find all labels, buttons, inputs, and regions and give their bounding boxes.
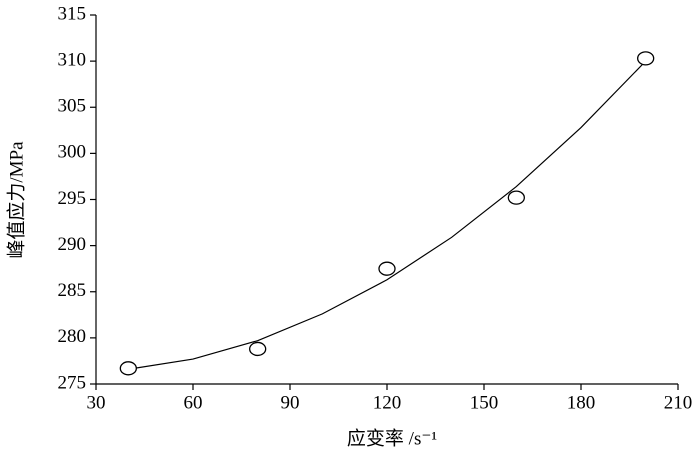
data-point — [378, 261, 396, 276]
y-tick-label: 295 — [58, 188, 87, 209]
y-tick-label: 280 — [58, 326, 87, 347]
x-tick-label: 180 — [567, 392, 596, 413]
y-tick-label: 275 — [58, 372, 87, 393]
x-tick-label: 90 — [281, 392, 300, 413]
x-axis-label: 应变率 /s⁻¹ — [347, 427, 437, 449]
x-tick-label: 120 — [373, 392, 402, 413]
y-tick-label: 290 — [58, 234, 87, 255]
x-tick-label: 210 — [664, 392, 693, 413]
x-tick-label: 150 — [470, 392, 499, 413]
y-tick-label: 285 — [58, 280, 87, 301]
x-tick-label: 60 — [184, 392, 203, 413]
y-tick-label: 310 — [58, 49, 87, 70]
data-point — [507, 190, 525, 205]
fit-curve — [128, 60, 647, 370]
y-tick-label: 315 — [58, 3, 87, 24]
x-tick-label: 30 — [87, 392, 106, 413]
data-point — [637, 51, 655, 66]
data-point — [119, 361, 137, 376]
data-point — [249, 341, 267, 357]
y-axis-label: 峰值应力/MPa — [5, 141, 27, 259]
y-tick-label: 305 — [58, 96, 87, 117]
y-tick-label: 300 — [58, 142, 87, 163]
